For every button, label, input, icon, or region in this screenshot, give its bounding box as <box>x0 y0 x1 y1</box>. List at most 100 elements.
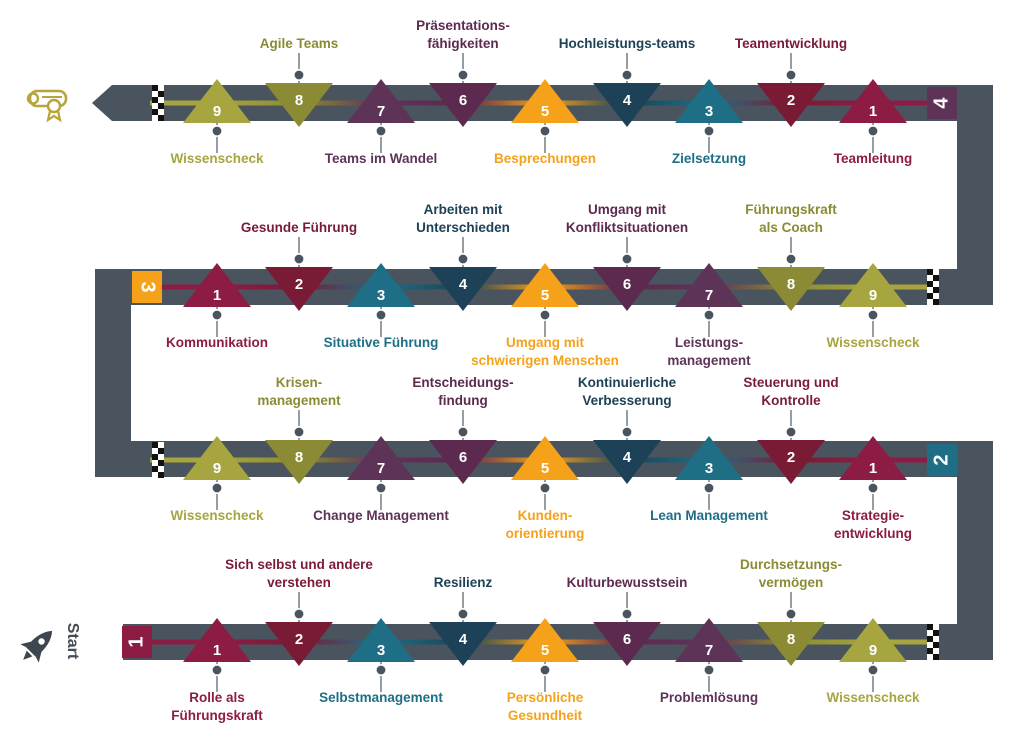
level-marker-3: 3 <box>132 271 162 303</box>
station-label: Kunden-orientierung <box>506 508 585 541</box>
station-label: Sich selbst und andere verstehen <box>225 557 373 590</box>
station-3-9[interactable]: 9 Wissenscheck <box>827 263 920 350</box>
station-number: 6 <box>459 449 467 466</box>
station-2-2[interactable]: 2 Steuerung und Kontrolle <box>743 375 839 484</box>
station-3-5[interactable]: 5 Umgang mit schwierigen Menschen <box>471 263 619 368</box>
station-3-3[interactable]: 3 Situative Führung <box>324 263 439 350</box>
station-number: 4 <box>459 276 468 293</box>
station-number: 6 <box>623 631 631 648</box>
station-label: Entscheidungs-findung <box>412 375 513 408</box>
station-label: Wissenscheck <box>171 151 264 166</box>
station-4-8[interactable]: 8 Agile Teams <box>260 36 339 127</box>
station-number: 5 <box>541 642 549 659</box>
level-marker-1: 1 <box>122 626 152 658</box>
station-1-5[interactable]: 5 Persönliche Gesundheit <box>507 618 584 723</box>
station-label: Teamleitung <box>834 151 913 166</box>
station-number: 7 <box>377 460 385 477</box>
checkered-flag <box>152 85 164 121</box>
station-number: 2 <box>295 631 303 648</box>
station-label: Rolle als Führungskraft <box>171 690 263 723</box>
station-number: 1 <box>213 287 221 304</box>
station-label: Wissenscheck <box>171 508 264 523</box>
diploma-icon <box>26 89 68 123</box>
checkered-flag <box>152 442 164 478</box>
station-label: Resilienz <box>434 575 493 590</box>
station-marker <box>347 618 415 662</box>
svg-text:2: 2 <box>930 454 952 465</box>
station-3-6[interactable]: 6 Umgang mit Konfliktsituationen <box>566 202 688 311</box>
station-3-4[interactable]: 4 Arbeiten mit Unterschieden <box>416 202 510 311</box>
station-4-2[interactable]: 2 Teamentwicklung <box>735 36 847 127</box>
station-label: Durchsetzungs-vermögen <box>740 557 842 590</box>
station-marker <box>675 436 743 480</box>
checkered-flag <box>927 269 939 305</box>
stations: 1 Rolle als Führungskraft 2 Sich selbst und … <box>166 18 920 723</box>
station-2-1[interactable]: 1 Strategie-entwicklung <box>834 436 912 541</box>
station-2-7[interactable]: 7 Change Management <box>313 436 449 523</box>
checkered-flag <box>927 624 939 660</box>
station-marker <box>757 83 825 127</box>
station-2-5[interactable]: 5 Kunden-orientierung <box>506 436 585 541</box>
station-number: 5 <box>541 287 549 304</box>
station-marker <box>593 83 661 127</box>
station-1-6[interactable]: 6 Kulturbewusstsein <box>567 575 688 666</box>
station-2-9[interactable]: 9 Wissenscheck <box>171 436 264 523</box>
station-number: 5 <box>541 103 549 120</box>
station-2-6[interactable]: 6 Entscheidungs-findung <box>412 375 514 484</box>
station-label: Problemlösung <box>660 690 758 705</box>
station-label: Situative Führung <box>324 335 439 350</box>
station-marker <box>593 440 661 484</box>
station-label: Präsentations-fähigkeiten <box>416 18 510 51</box>
station-2-3[interactable]: 3 Lean Management <box>650 436 768 523</box>
svg-text:4: 4 <box>930 97 952 109</box>
station-label: Umgang mit Konfliktsituationen <box>566 202 688 235</box>
station-marker <box>183 618 251 662</box>
station-marker <box>429 622 497 666</box>
station-1-7[interactable]: 7 Problemlösung <box>660 618 758 705</box>
station-number: 3 <box>705 460 713 477</box>
station-marker <box>511 618 579 662</box>
station-number: 9 <box>213 460 221 477</box>
station-1-9[interactable]: 9 Wissenscheck <box>827 618 920 705</box>
station-1-1[interactable]: 1 Rolle als Führungskraft <box>171 618 263 723</box>
station-2-4[interactable]: 4 Kontinuierliche Verbesserung <box>578 375 677 484</box>
station-label: Zielsetzung <box>672 151 746 166</box>
station-number: 3 <box>705 103 713 120</box>
icons <box>20 89 68 663</box>
station-1-2[interactable]: 2 Sich selbst und andere verstehen <box>225 557 373 666</box>
station-number: 7 <box>705 642 713 659</box>
station-2-8[interactable]: 8 Krisen-management <box>257 375 341 484</box>
station-number: 2 <box>295 276 303 293</box>
station-4-1[interactable]: 1 Teamleitung <box>834 79 913 166</box>
station-marker <box>265 622 333 666</box>
station-number: 7 <box>705 287 713 304</box>
station-label: Hochleistungs-teams <box>559 36 696 51</box>
station-1-3[interactable]: 3 Selbstmanagement <box>319 618 443 705</box>
station-3-7[interactable]: 7 Leistungs-management <box>667 263 751 368</box>
station-4-6[interactable]: 6 Präsentations-fähigkeiten <box>416 18 510 127</box>
station-3-2[interactable]: 2 Gesunde Führung <box>241 220 357 311</box>
station-marker <box>183 436 251 480</box>
station-number: 7 <box>377 103 385 120</box>
station-4-7[interactable]: 7 Teams im Wandel <box>325 79 438 166</box>
station-label: Besprechungen <box>494 151 596 166</box>
station-number: 4 <box>623 449 632 466</box>
station-4-3[interactable]: 3 Zielsetzung <box>672 79 746 166</box>
station-marker <box>429 440 497 484</box>
svg-text:3: 3 <box>137 281 159 292</box>
station-3-1[interactable]: 1 Kommunikation <box>166 263 268 350</box>
station-label: Teamentwicklung <box>735 36 847 51</box>
station-number: 8 <box>787 631 795 648</box>
station-label: Agile Teams <box>260 36 339 51</box>
station-3-8[interactable]: 8 Führungskraft als Coach <box>745 202 837 311</box>
station-marker <box>265 440 333 484</box>
station-1-8[interactable]: 8 Durchsetzungs-vermögen <box>740 557 842 666</box>
station-label: Gesunde Führung <box>241 220 357 235</box>
station-4-4[interactable]: 4 Hochleistungs-teams <box>559 36 696 127</box>
station-1-4[interactable]: 4 Resilienz <box>429 575 497 666</box>
station-marker <box>511 436 579 480</box>
station-marker <box>593 622 661 666</box>
station-4-9[interactable]: 9 Wissenscheck <box>171 79 264 166</box>
station-4-5[interactable]: 5 Besprechungen <box>494 79 596 166</box>
level-marker-2: 2 <box>927 444 957 476</box>
